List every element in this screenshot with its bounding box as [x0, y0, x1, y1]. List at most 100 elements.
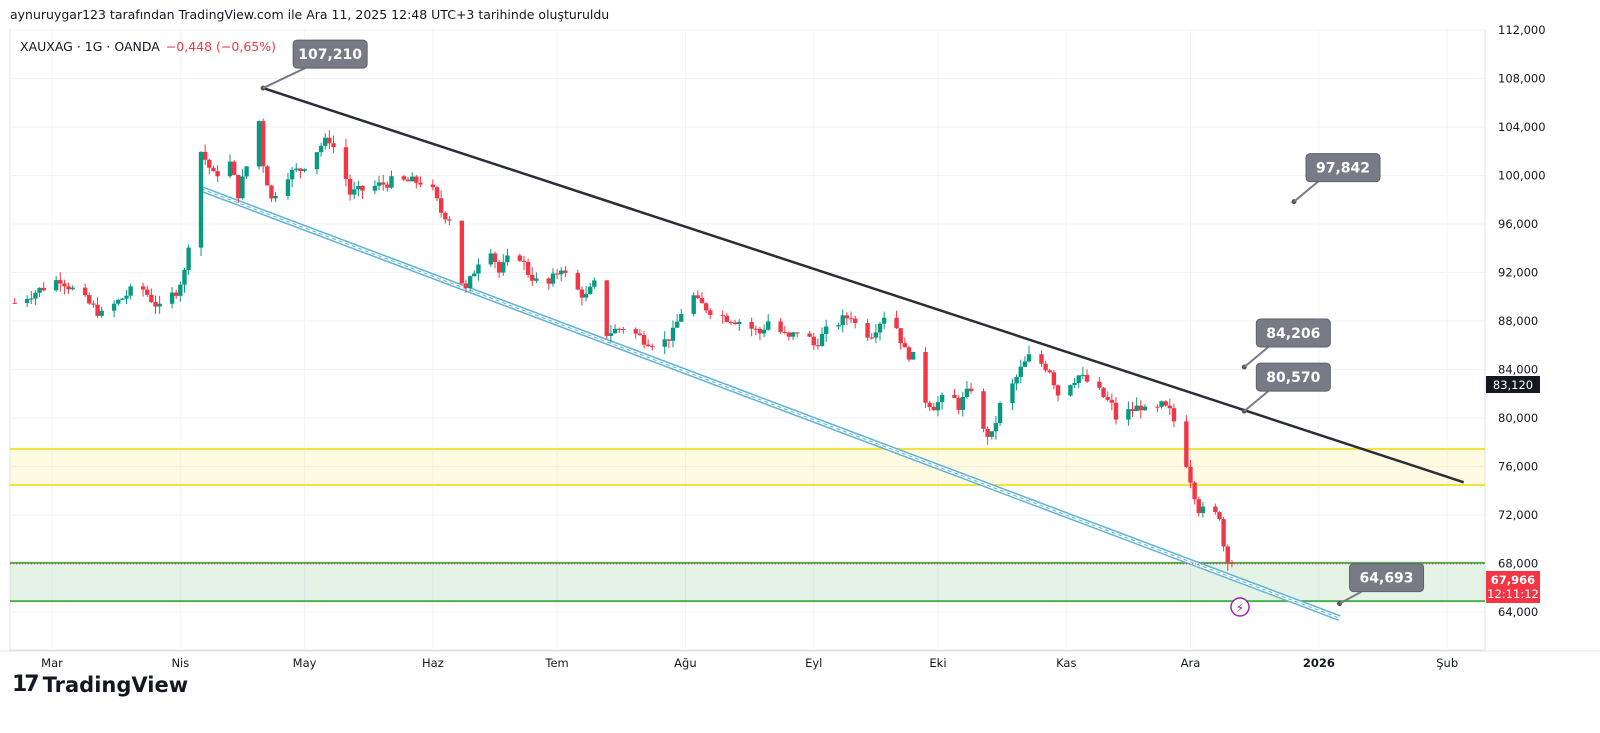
x-tick-label: Mar: [41, 656, 63, 670]
candle-body: [732, 322, 738, 325]
candle-body: [811, 336, 816, 346]
candle-body: [492, 253, 498, 263]
candle-body: [99, 310, 104, 316]
candle-body: [815, 345, 821, 347]
x-tick-label: Kas: [1056, 656, 1076, 670]
zone-support: [10, 562, 1485, 602]
candle-body: [401, 176, 407, 180]
x-tick-label: Şub: [1436, 656, 1458, 670]
y-tick-label: 80,000: [1498, 411, 1538, 425]
candle-body: [41, 287, 46, 291]
candle-body: [1068, 385, 1073, 396]
candle-body: [24, 298, 30, 303]
candle-body: [554, 273, 560, 275]
last-price-text: 67,966: [1491, 573, 1535, 587]
candle-body: [463, 283, 469, 289]
annotation-callout: [292, 39, 368, 69]
annotation-label: 64,693: [1360, 571, 1414, 587]
candle-body: [1171, 408, 1177, 422]
candle-body: [1142, 406, 1148, 411]
y-tick-label: 76,000: [1498, 460, 1538, 474]
candle-body: [244, 166, 249, 177]
x-tick-label: Ara: [1181, 656, 1201, 670]
candle-body: [269, 185, 274, 199]
candle-body: [331, 143, 336, 148]
candle-body: [1167, 405, 1172, 409]
candle-body: [438, 198, 444, 213]
candle-body: [1101, 387, 1106, 397]
price-change: −0,448 (−0,65%): [165, 39, 276, 54]
crosshair-price-text: 83,120: [1493, 378, 1533, 392]
candle-body: [414, 176, 419, 183]
candle-body: [530, 274, 535, 281]
candle-body: [443, 212, 448, 220]
x-tick-label: Tem: [544, 656, 568, 670]
candle-body: [786, 332, 792, 337]
candle-body: [848, 318, 854, 320]
candle-body: [1051, 372, 1057, 386]
candle-body: [691, 295, 696, 314]
candle-body: [546, 278, 551, 284]
candle-body: [289, 169, 295, 180]
candle-body: [198, 151, 204, 248]
y-tick-label: 72,000: [1498, 508, 1538, 522]
tradingview-logo[interactable]: 17 TradingView: [12, 672, 188, 697]
candle-body: [1130, 409, 1135, 412]
annotation-callout: [1349, 563, 1425, 593]
candle-body: [650, 346, 655, 348]
candle-body: [302, 169, 307, 171]
candle-body: [898, 328, 903, 344]
candle-body: [360, 185, 365, 191]
candle-body: [935, 402, 941, 411]
attribution: aynuruygar123 tarafından TradingView.com…: [10, 7, 610, 22]
candle-body: [381, 182, 386, 185]
trendline: [262, 86, 1465, 484]
candle-body: [211, 167, 216, 172]
candle-body: [881, 317, 887, 324]
y-tick-label: 68,000: [1498, 557, 1538, 571]
candle-body: [298, 168, 303, 171]
candle-body: [467, 276, 473, 289]
candle-body: [120, 298, 125, 300]
y-tick-label: 84,000: [1498, 363, 1538, 377]
candle-body: [989, 431, 994, 437]
candle-body: [124, 295, 129, 299]
candle-body: [260, 121, 266, 167]
candle-body: [1010, 383, 1015, 404]
candle-body: [472, 273, 477, 277]
candle-body: [679, 313, 684, 322]
candle-body: [33, 292, 38, 299]
candle-body: [53, 280, 59, 291]
candle-body: [641, 335, 647, 345]
candle-body: [1097, 381, 1102, 388]
candle-body: [1080, 374, 1086, 376]
candle-body: [343, 147, 349, 179]
symbol-legend: XAUXAG · 1G · OANDA −0,448 (−0,65%): [20, 39, 276, 54]
candle-body: [923, 351, 928, 403]
candle-body: [186, 247, 191, 270]
candle-body: [215, 171, 220, 177]
candle-body: [1043, 363, 1048, 371]
candle-body: [1217, 512, 1222, 520]
candle-body: [1105, 396, 1110, 400]
candle-body: [294, 168, 299, 170]
candle-body: [728, 321, 734, 323]
candle-body: [352, 189, 357, 195]
candle-body: [737, 321, 742, 325]
candle-body: [496, 262, 502, 273]
candle-body: [66, 286, 71, 290]
y-tick-label: 100,000: [1498, 169, 1546, 183]
candle-body: [579, 289, 585, 298]
candle-body: [633, 329, 638, 334]
candle-body: [753, 328, 758, 330]
candle-body: [1018, 366, 1023, 377]
channel-inner: [200, 187, 1341, 620]
candle-body: [956, 398, 961, 410]
candle-body: [1184, 421, 1189, 467]
candle-body: [116, 299, 121, 304]
candle-body: [1109, 399, 1115, 403]
candle-body: [993, 423, 999, 432]
candle-body: [612, 328, 618, 334]
candle-body: [778, 321, 783, 332]
